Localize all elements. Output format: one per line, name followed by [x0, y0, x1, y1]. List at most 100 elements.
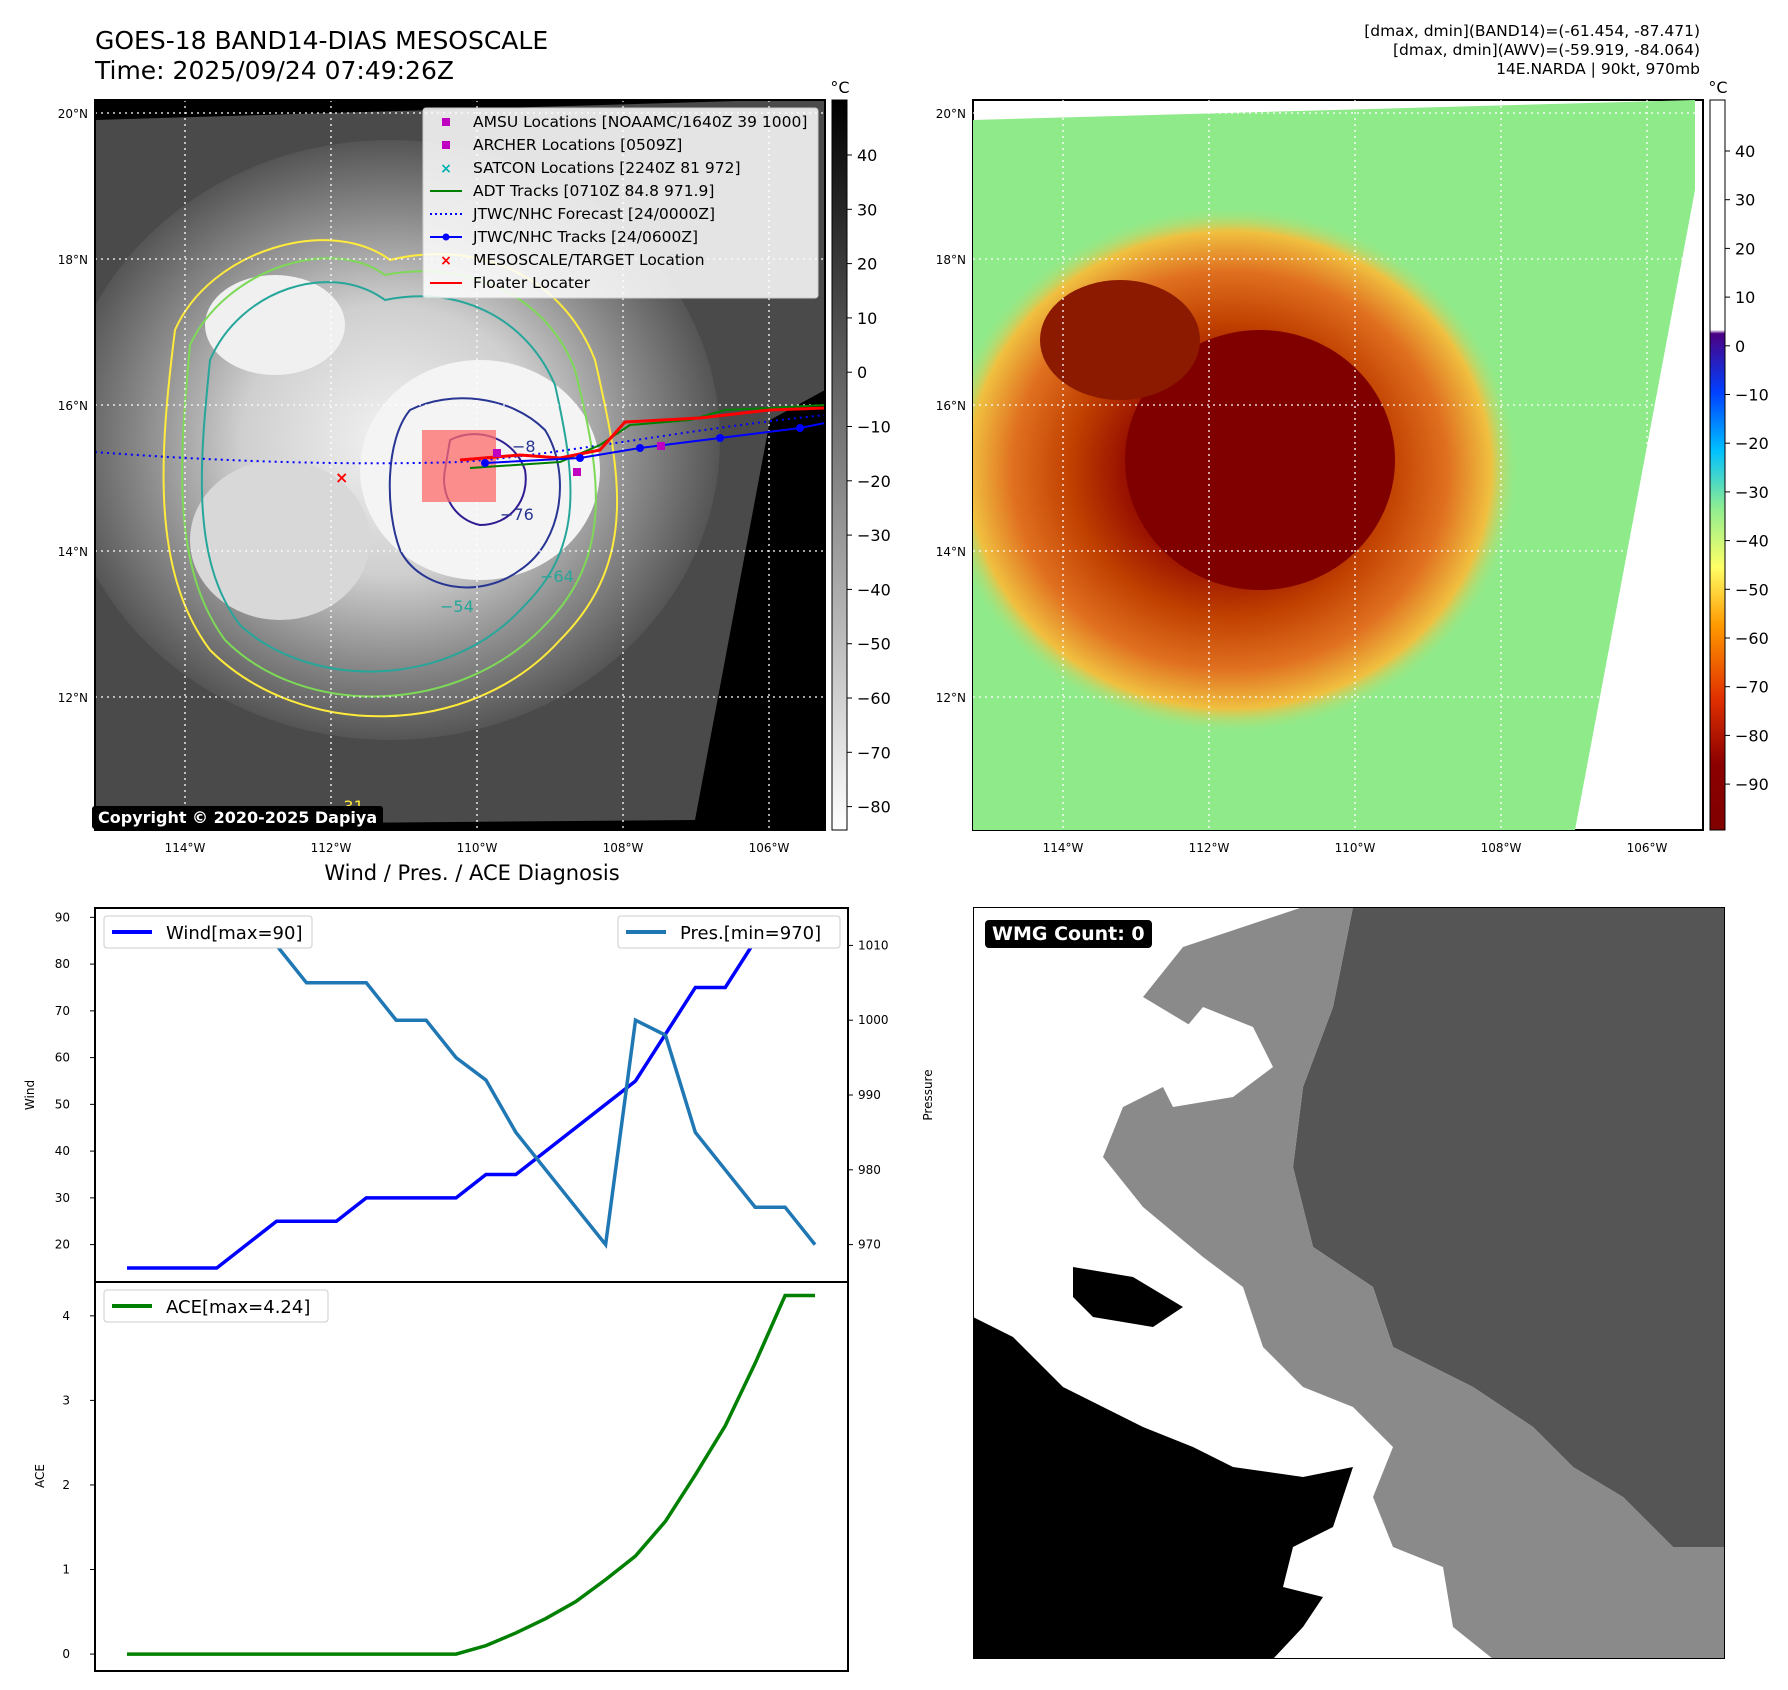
diagnosis-title: Wind / Pres. / ACE Diagnosis — [324, 861, 620, 885]
wind-tick-label: 80 — [55, 957, 70, 971]
wind-legend: Wind[max=90] — [103, 915, 313, 949]
legend-marker — [442, 118, 450, 126]
lat-label: 14°N — [936, 545, 966, 559]
colorbar-tick-label: −40 — [1735, 532, 1769, 551]
ace-tick-label: 0 — [62, 1647, 70, 1661]
ir-panel: −8 −76 −64 −54 −31 × AMSU L — [58, 78, 891, 855]
legend-marker: × — [440, 161, 452, 177]
ace-axes — [94, 1281, 849, 1672]
figure-title: GOES-18 BAND14-DIAS MESOSCALE Time: 2025… — [95, 26, 548, 86]
lat-label: 14°N — [58, 545, 88, 559]
colorbar-tick-label: −80 — [1735, 726, 1769, 745]
contour-label-2: −76 — [500, 505, 534, 524]
legend-entry: JTWC/NHC Forecast [24/0000Z] — [472, 205, 715, 223]
legend-marker — [442, 233, 450, 241]
lon-label: 108°W — [1481, 841, 1522, 855]
pressure-tick-label: 980 — [858, 1163, 881, 1177]
awv-colorbar — [1709, 99, 1726, 831]
contour-label-3: −64 — [540, 567, 574, 586]
lon-label: 112°W — [311, 841, 352, 855]
legend-marker — [442, 141, 450, 149]
colorbar-tick-label: 40 — [1735, 142, 1755, 161]
ir-lon-labels: 114°W 112°W 110°W 108°W 106°W — [165, 841, 790, 855]
jtwc-track — [484, 422, 825, 464]
awv-panel: 20°N 18°N 16°N 14°N 12°N 114°W 112°W 110… — [936, 78, 1769, 855]
contour-label-1: −8 — [512, 437, 536, 456]
lat-label: 16°N — [58, 399, 88, 413]
lat-label: 20°N — [936, 107, 966, 121]
awv-image — [973, 100, 1695, 830]
ace-axis-label: ACE — [33, 1464, 47, 1488]
lon-label: 106°W — [749, 841, 790, 855]
lat-label: 12°N — [58, 691, 88, 705]
colorbar-tick-label: −10 — [857, 418, 891, 437]
awv-lat-labels: 20°N 18°N 16°N 14°N 12°N — [936, 107, 966, 705]
wind-legend-label: Wind[max=90] — [166, 923, 303, 944]
pressure-axis-label: Pressure — [921, 1069, 935, 1120]
lat-label: 16°N — [936, 399, 966, 413]
title-line-1: GOES-18 BAND14-DIAS MESOSCALE — [95, 26, 549, 55]
ir-map-frame — [94, 99, 826, 831]
info-line-3: 14E.NARDA | 90kt, 970mb — [1496, 60, 1700, 78]
figure-info: [dmax, dmin](BAND14)=(-61.454, -87.471) … — [1364, 22, 1700, 79]
legend-entry: MESOSCALE/TARGET Location — [473, 251, 705, 269]
pressure-tick-label: 970 — [858, 1238, 881, 1252]
colorbar-tick-label: −50 — [857, 635, 891, 654]
lon-label: 106°W — [1627, 841, 1668, 855]
legend-marker: × — [440, 253, 452, 269]
wmg-black-patch — [1073, 1267, 1183, 1327]
lat-label: 18°N — [58, 253, 88, 267]
ace-tick-label: 3 — [62, 1393, 70, 1407]
title-line-2: Time: 2025/09/24 07:49:26Z — [95, 56, 454, 85]
ace-tick-label: 4 — [62, 1309, 70, 1323]
awv-colorbar-unit: °C — [1708, 78, 1727, 97]
info-line-2: [dmax, dmin](AWV)=(-59.919, -84.064) — [1393, 41, 1700, 59]
contour-label-4: −54 — [440, 597, 474, 616]
lat-label: 18°N — [936, 253, 966, 267]
info-line-1: [dmax, dmin](BAND14)=(-61.454, -87.471) — [1364, 22, 1700, 40]
copyright-label: Copyright © 2020-2025 Dapiya — [92, 806, 384, 829]
colorbar-tick-label: 20 — [857, 255, 877, 274]
colorbar-tick-label: 20 — [1735, 239, 1755, 258]
legend-entry: Floater Locater — [473, 274, 591, 292]
lon-label: 112°W — [1189, 841, 1230, 855]
colorbar-tick-label: −30 — [1735, 483, 1769, 502]
ace-legend: ACE[max=4.24] — [103, 1289, 329, 1323]
awv-gridlines — [973, 100, 1703, 830]
wind-tick-label: 20 — [55, 1238, 70, 1252]
colorbar-tick-label: 30 — [1735, 191, 1755, 210]
wind-tick-label: 30 — [55, 1191, 70, 1205]
colorbar-tick-label: −20 — [1735, 434, 1769, 453]
colorbar-tick-label: 10 — [1735, 288, 1755, 307]
ace-tick-label: 1 — [62, 1563, 70, 1577]
colorbar-tick-label: −30 — [857, 526, 891, 545]
colorbar-tick-label: 40 — [857, 146, 877, 165]
ir-legend: AMSU Locations [NOAAMC/1640Z 39 1000] ARC… — [422, 107, 819, 299]
wmg-black-region — [973, 1317, 1353, 1659]
wmg-panel — [973, 907, 1725, 1659]
wmg-dark-region — [1293, 907, 1725, 1547]
awv-lon-labels: 114°W 112°W 110°W 108°W 106°W — [1043, 841, 1668, 855]
legend-entry: ARCHER Locations [0509Z] — [473, 136, 682, 154]
ace-tick-label: 2 — [62, 1478, 70, 1492]
wmg-gray-region — [1103, 907, 1725, 1659]
colorbar-tick-label: −70 — [857, 743, 891, 762]
pressure-legend: Pres.[min=970] — [617, 915, 841, 949]
lon-label: 110°W — [457, 841, 498, 855]
legend-entry: JTWC/NHC Tracks [24/0600Z] — [472, 228, 698, 246]
colorbar-tick-label: 10 — [857, 309, 877, 328]
target-marker: × — [335, 468, 348, 487]
colorbar-tick-label: −90 — [1735, 775, 1769, 794]
legend-entry: AMSU Locations [NOAAMC/1640Z 39 1000] — [473, 113, 807, 131]
colorbar-tick-label: 0 — [1735, 337, 1745, 356]
colorbar-tick-label: −70 — [1735, 678, 1769, 697]
ir-colorbar — [831, 99, 848, 831]
wind-axis-label: Wind — [23, 1080, 37, 1110]
ace-series-line — [127, 1293, 815, 1656]
wmg-count-label: WMG Count: 0 — [985, 920, 1152, 948]
legend-entry: SATCON Locations [2240Z 81 972] — [473, 159, 741, 177]
colorbar-tick-label: −60 — [1735, 629, 1769, 648]
colorbar-tick-label: −20 — [857, 472, 891, 491]
colorbar-tick-label: −80 — [857, 798, 891, 817]
